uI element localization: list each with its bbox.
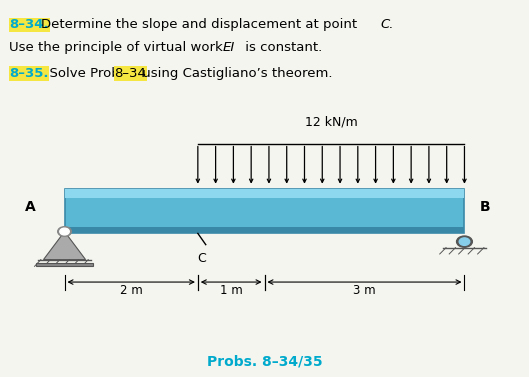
Text: 3 m: 3 m (353, 284, 376, 297)
Text: 12 kN/m: 12 kN/m (305, 116, 358, 129)
Text: A: A (25, 200, 35, 214)
Text: Use the principle of virtual work.: Use the principle of virtual work. (10, 41, 231, 54)
Circle shape (60, 228, 69, 235)
Text: 1 m: 1 m (220, 284, 243, 297)
Text: 8–34: 8–34 (114, 67, 147, 80)
Polygon shape (35, 263, 94, 266)
Text: 2 m: 2 m (120, 284, 142, 297)
Text: Determine the slope and displacement at point: Determine the slope and displacement at … (41, 18, 361, 31)
Polygon shape (43, 231, 86, 260)
Text: 8–34.: 8–34. (10, 18, 49, 31)
Text: 8–35.: 8–35. (10, 67, 49, 80)
Polygon shape (65, 188, 464, 198)
Text: is constant.: is constant. (241, 41, 322, 54)
Text: C: C (198, 252, 206, 265)
Text: Probs. 8–34/35: Probs. 8–34/35 (207, 354, 322, 368)
Text: Solve Prob.: Solve Prob. (41, 67, 128, 80)
Polygon shape (65, 188, 464, 233)
Text: C.: C. (380, 18, 394, 31)
Circle shape (459, 238, 470, 245)
Polygon shape (65, 227, 464, 233)
Circle shape (58, 227, 71, 236)
Text: using Castigliano’s theorem.: using Castigliano’s theorem. (138, 67, 333, 80)
Text: EI: EI (222, 41, 235, 54)
Circle shape (457, 236, 472, 247)
Text: B: B (480, 200, 491, 214)
